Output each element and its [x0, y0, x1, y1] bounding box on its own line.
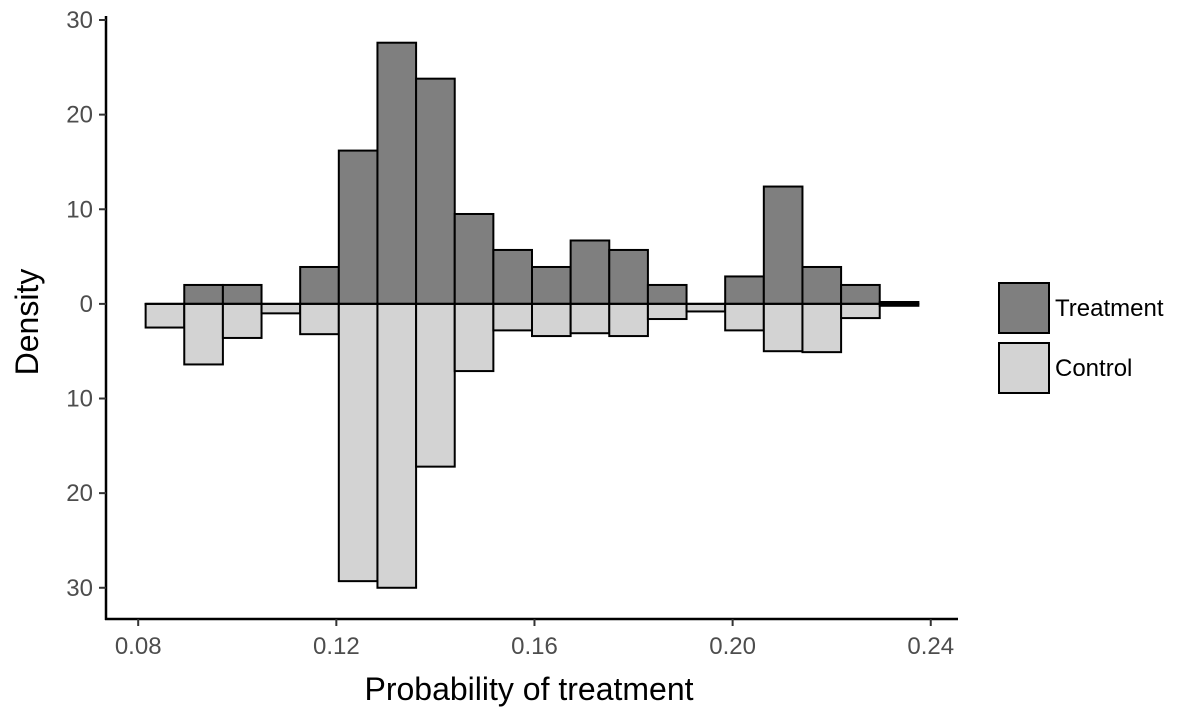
x-tick-label: 0.20 — [709, 633, 756, 660]
y-tick-label: 20 — [66, 102, 93, 129]
y-tick-label: 10 — [66, 196, 93, 223]
control-bar — [221, 302, 263, 339]
bars-layer — [144, 41, 920, 589]
control-bar — [183, 302, 224, 366]
treatment-bar — [453, 212, 495, 305]
control-bar — [840, 302, 881, 320]
treatment-bar — [415, 77, 456, 305]
control-bar — [685, 302, 727, 313]
treatment-bar — [183, 283, 224, 305]
control-bar — [762, 302, 804, 353]
x-tick-label: 0.12 — [313, 633, 360, 660]
treatment-legend-key — [998, 282, 1050, 334]
treatment-bar — [646, 283, 688, 305]
control-bar — [260, 302, 302, 315]
legend: Treatment Control — [998, 282, 1164, 394]
treatment-bar — [531, 265, 572, 305]
control-bar — [415, 302, 456, 468]
axes-layer: 30 20 10 0 10 20 30 0.08 0.12 0.16 0.20 0.24 — [66, 7, 958, 660]
x-axis-title: Probability of treatment — [364, 671, 693, 707]
treatment-bar — [724, 275, 765, 305]
control-bar — [608, 302, 649, 338]
treatment-bar — [801, 265, 843, 305]
control-bar — [376, 302, 418, 589]
control-bar — [569, 302, 611, 335]
x-tick-label: 0.08 — [115, 633, 162, 660]
control-bar — [801, 302, 843, 354]
treatment-bar — [376, 41, 418, 305]
control-legend-key — [998, 342, 1050, 394]
treatment-bar — [299, 265, 340, 305]
y-tick-label: 20 — [66, 480, 93, 507]
treatment-bar — [608, 248, 649, 305]
control-bar — [337, 302, 379, 583]
y-tick-label: 10 — [66, 386, 93, 413]
y-tick-label: 30 — [66, 575, 93, 602]
control-legend-label: Control — [1055, 355, 1132, 382]
control-bar — [299, 302, 340, 336]
y-tick-label: 0 — [80, 291, 93, 318]
control-bar — [453, 302, 495, 373]
y-tick-label: 30 — [66, 7, 93, 34]
control-bar — [492, 302, 534, 332]
x-tick-label: 0.16 — [511, 633, 558, 660]
treatment-bar — [221, 283, 263, 305]
control-bar — [646, 302, 688, 321]
treatment-bar — [762, 185, 804, 305]
y-axis-title: Density — [9, 269, 45, 376]
control-bar — [531, 302, 572, 338]
control-bar — [724, 302, 765, 332]
treatment-legend-label: Treatment — [1055, 295, 1164, 322]
control-bar — [144, 302, 186, 329]
treatment-bar — [492, 248, 534, 305]
treatment-bar — [569, 239, 611, 305]
treatment-bar — [337, 149, 379, 305]
x-tick-label: 0.24 — [907, 633, 954, 660]
treatment-bar — [840, 283, 881, 305]
